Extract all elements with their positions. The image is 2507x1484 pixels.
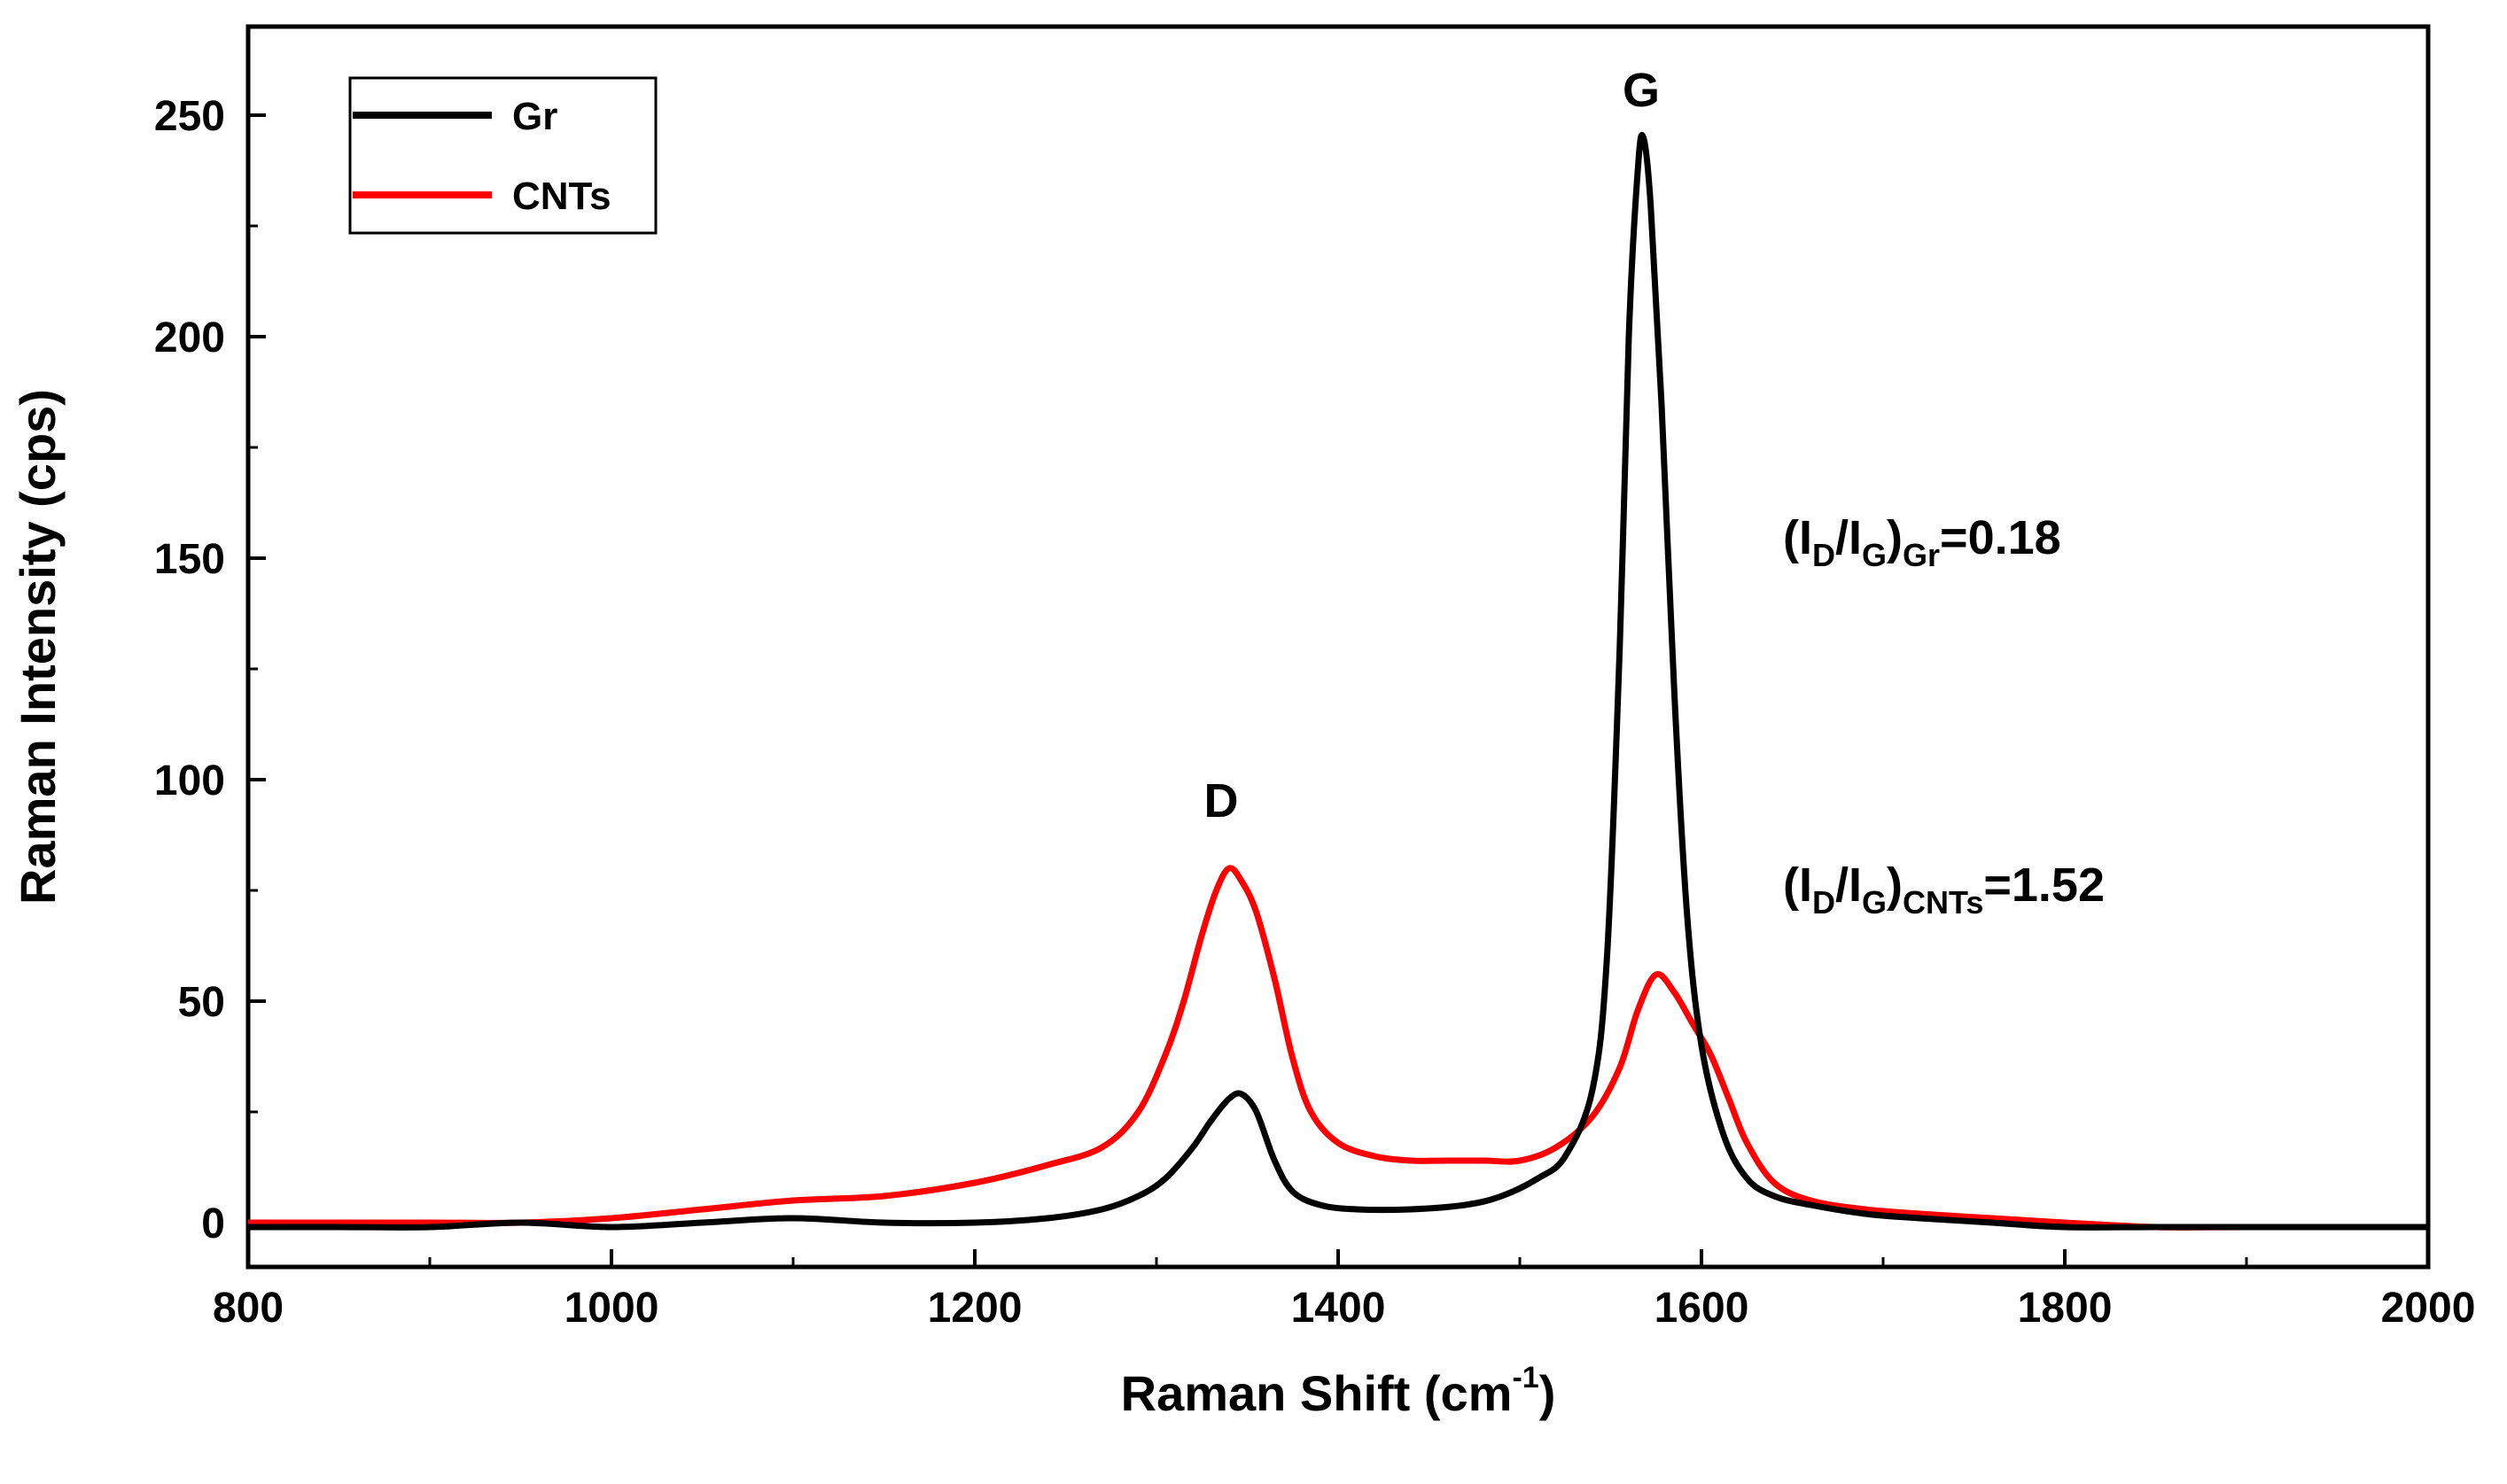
g-peak-label: G <box>1623 64 1660 117</box>
y-tick-label: 0 <box>201 1200 225 1247</box>
x-tick-label: 1600 <box>1654 1285 1749 1332</box>
x-tick-label: 2000 <box>2381 1285 2476 1332</box>
legend-box <box>348 76 658 235</box>
y-tick-label: 100 <box>154 758 225 804</box>
x-tick-label: 1200 <box>928 1285 1023 1332</box>
d-peak-label: D <box>1204 774 1239 827</box>
series-line-cnts <box>247 865 2428 1231</box>
ratio-gr-annotation: (ID/IG)Gr=0.18 <box>1783 511 2061 573</box>
x-tick-label: 1400 <box>1291 1285 1386 1332</box>
ratio-cnts-annotation: (ID/IG)CNTs=1.52 <box>1783 859 2105 921</box>
legend-label-gr: Gr <box>512 95 557 138</box>
x-axis-title: Raman Shift (cm-1) <box>1121 1361 1556 1421</box>
x-axis-ticks: 800 1000 1200 1400 1600 1800 2000 <box>213 1249 2475 1332</box>
legend-label-cnts: CNTs <box>512 175 611 218</box>
series-line-gr <box>247 131 2428 1231</box>
x-tick-label: 1800 <box>2018 1285 2113 1332</box>
x-tick-label: 800 <box>213 1285 284 1332</box>
y-tick-label: 250 <box>154 93 225 140</box>
y-tick-label: 200 <box>154 315 225 361</box>
y-axis-title: Raman Intensity (cps) <box>10 389 66 905</box>
y-axis-ticks: 0 50 100 150 200 250 <box>154 93 266 1247</box>
series-layer <box>247 131 2428 1231</box>
x-tick-label: 1000 <box>564 1285 659 1332</box>
y-tick-label: 50 <box>178 979 225 1026</box>
y-tick-label: 150 <box>154 536 225 583</box>
legend: Gr CNTs <box>348 76 658 235</box>
